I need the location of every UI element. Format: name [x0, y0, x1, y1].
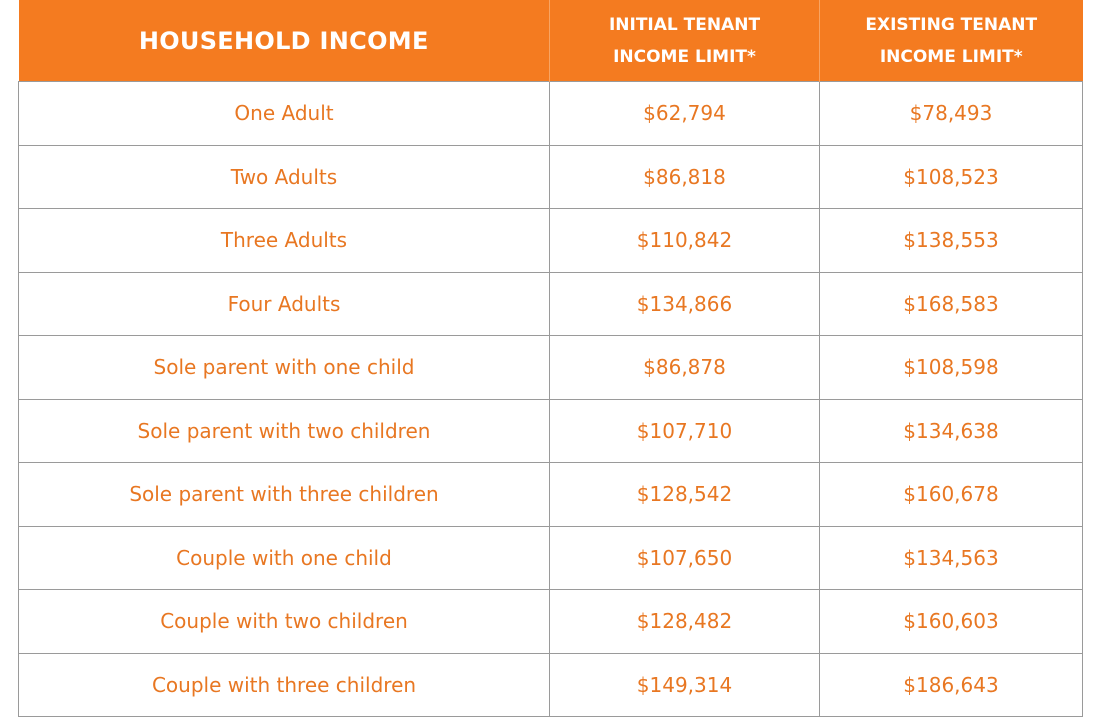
household-cell: Four Adults: [18, 271, 550, 336]
limit-cell: $108,523: [819, 144, 1083, 209]
limit-cell: $107,710: [549, 398, 820, 463]
household-cell: Three Adults: [18, 208, 550, 273]
header-cell: INITIAL TENANT INCOME LIMIT*: [549, 0, 820, 82]
limit-cell: $160,603: [819, 589, 1083, 654]
household-cell: Sole parent with two children: [18, 398, 550, 463]
limit-cell: $134,866: [549, 271, 820, 336]
table-row: Three Adults $110,842 $138,553: [18, 208, 1083, 273]
table-container: HOUSEHOLD INCOME INITIAL TENANT INCOME L…: [18, 0, 1083, 717]
page: {"table": { "header": {"household": "HOU…: [18, 0, 1083, 717]
limit-cell: $134,563: [819, 525, 1083, 590]
table-body: One Adult $62,794 $78,493 Two Adults $86,818…: [18, 81, 1083, 717]
header-line: INCOME LIMIT*: [613, 46, 756, 67]
header-line: EXISTING TENANT: [865, 14, 1038, 35]
table-row: Sole parent with two children $107,710 $13…: [18, 398, 1083, 463]
limit-cell: $110,842: [549, 208, 820, 273]
household-cell: Sole parent with one child: [18, 335, 550, 400]
household-cell: Couple with two children: [18, 589, 550, 654]
table-row: Couple with three children $149,314 $186,6…: [18, 652, 1083, 717]
header-cell: HOUSEHOLD INCOME: [18, 0, 550, 82]
header-line: INCOME LIMIT*: [879, 46, 1023, 67]
limit-cell: $108,598: [819, 335, 1083, 400]
household-cell: One Adult: [18, 81, 550, 146]
table-row: Sole parent with three children $128,542 $…: [18, 462, 1083, 527]
table-row: Couple with two children $128,482 $160,603: [18, 589, 1083, 654]
household-cell: Couple with three children: [18, 652, 550, 717]
household-cell: Sole parent with three children: [18, 462, 550, 527]
limit-cell: $107,650: [549, 525, 820, 590]
limit-cell: $78,493: [819, 81, 1083, 146]
table-row: One Adult $62,794 $78,493: [18, 81, 1083, 146]
income-table: HOUSEHOLD INCOME INITIAL TENANT INCOME L…: [18, 0, 1083, 717]
limit-cell: $138,553: [819, 208, 1083, 273]
limit-cell: $128,482: [549, 589, 820, 654]
header-line: INITIAL TENANT: [608, 14, 761, 35]
household-cell: Couple with one child: [18, 525, 550, 590]
limit-cell: $62,794: [549, 81, 820, 146]
limit-cell: $149,314: [549, 652, 820, 717]
table-row: Two Adults $86,818 $108,523: [18, 144, 1083, 209]
limit-cell: $128,542: [549, 462, 820, 527]
limit-cell: $186,643: [819, 652, 1083, 717]
table-row: Couple with one child $107,650 $134,563: [18, 525, 1083, 590]
table-row: Four Adults $134,866 $168,583: [18, 271, 1083, 336]
limit-cell: $160,678: [819, 462, 1083, 527]
table-row: Sole parent with one child $86,878 $108,59…: [18, 335, 1083, 400]
header-row: HOUSEHOLD INCOME INITIAL TENANT INCOME L…: [18, 0, 1083, 82]
limit-cell: $134,638: [819, 398, 1083, 463]
limit-cell: $86,818: [549, 144, 820, 209]
header-cell: EXISTING TENANT INCOME LIMIT*: [819, 0, 1083, 82]
household-cell: Two Adults: [18, 144, 550, 209]
limit-cell: $168,583: [819, 271, 1083, 336]
limit-cell: $86,878: [549, 335, 820, 400]
